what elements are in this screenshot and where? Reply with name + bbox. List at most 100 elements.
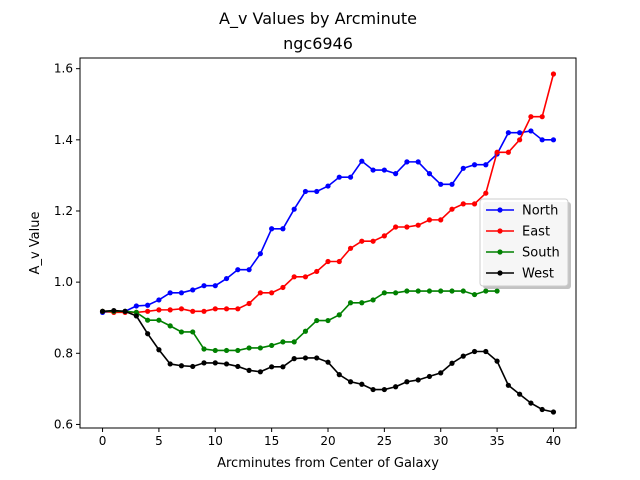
data-point-north bbox=[438, 181, 444, 187]
data-point-west bbox=[235, 363, 241, 370]
data-point-north bbox=[370, 167, 376, 173]
chart-subtitle: ngc6946 bbox=[283, 34, 353, 53]
data-point-north bbox=[449, 181, 455, 187]
data-point-north bbox=[359, 158, 365, 164]
data-point-south bbox=[291, 339, 297, 345]
data-point-east bbox=[302, 274, 309, 280]
data-point-south bbox=[483, 288, 489, 294]
y-tick-label: 1.6 bbox=[54, 62, 73, 76]
x-tick-label: 35 bbox=[489, 434, 504, 448]
data-point-east bbox=[257, 290, 263, 296]
data-point-north bbox=[550, 137, 557, 143]
data-point-north bbox=[426, 171, 433, 177]
data-point-north bbox=[505, 130, 511, 136]
series-east bbox=[99, 71, 557, 315]
data-point-north bbox=[404, 159, 410, 165]
data-point-west bbox=[99, 308, 106, 314]
data-point-north bbox=[167, 290, 173, 296]
data-point-west bbox=[528, 400, 534, 406]
data-point-east bbox=[415, 222, 421, 228]
chart-title: A_v Values by Arcminute bbox=[219, 9, 417, 29]
data-point-north bbox=[257, 251, 263, 257]
data-point-east bbox=[505, 149, 511, 155]
legend-label-south: South bbox=[522, 246, 560, 261]
y-axis-label: A_v Value bbox=[28, 212, 43, 275]
data-point-east bbox=[212, 306, 218, 312]
data-point-north bbox=[280, 226, 286, 232]
data-point-west bbox=[156, 347, 162, 353]
data-point-west bbox=[381, 386, 387, 393]
data-point-west bbox=[212, 360, 218, 366]
data-point-east bbox=[528, 114, 534, 120]
data-point-west bbox=[393, 384, 399, 390]
data-point-west bbox=[449, 360, 455, 366]
data-point-north bbox=[415, 159, 421, 165]
data-point-west bbox=[133, 313, 139, 319]
data-point-west bbox=[370, 386, 376, 393]
data-point-north bbox=[325, 183, 331, 189]
data-point-west bbox=[460, 353, 466, 359]
data-point-north bbox=[223, 275, 230, 282]
data-point-south bbox=[336, 312, 342, 318]
y-tick-label: 1.4 bbox=[54, 133, 73, 147]
y-tick-label: 0.8 bbox=[54, 346, 73, 360]
data-point-south bbox=[201, 346, 207, 352]
data-point-east bbox=[223, 306, 230, 312]
data-point-west bbox=[539, 406, 545, 413]
data-point-north bbox=[235, 267, 241, 273]
data-point-south bbox=[257, 345, 263, 351]
data-point-east bbox=[460, 201, 466, 207]
data-point-east bbox=[517, 137, 523, 143]
data-point-north bbox=[212, 283, 218, 289]
data-point-south bbox=[314, 317, 320, 324]
legend-marker-north bbox=[497, 207, 503, 213]
data-point-south bbox=[212, 347, 218, 354]
legend-label-north: North bbox=[522, 204, 558, 219]
data-point-south bbox=[415, 288, 421, 294]
data-point-west bbox=[505, 382, 511, 388]
data-point-south bbox=[494, 288, 500, 294]
data-point-north bbox=[190, 287, 196, 293]
data-point-south bbox=[302, 328, 309, 334]
y-tick-label: 1.0 bbox=[54, 275, 73, 289]
data-point-south bbox=[359, 300, 365, 306]
data-point-north bbox=[381, 167, 387, 173]
data-point-west bbox=[111, 307, 117, 314]
data-point-east bbox=[235, 306, 241, 312]
data-point-south bbox=[393, 290, 399, 296]
series-line-south bbox=[102, 290, 498, 352]
data-point-north bbox=[471, 162, 478, 168]
data-point-east bbox=[426, 217, 433, 223]
data-point-south bbox=[235, 347, 241, 354]
data-point-north bbox=[291, 206, 297, 212]
data-point-east bbox=[246, 300, 252, 307]
data-point-east bbox=[539, 114, 545, 120]
data-point-east bbox=[438, 217, 444, 223]
series-layer bbox=[99, 71, 557, 415]
data-point-east bbox=[145, 308, 151, 314]
data-point-south bbox=[449, 288, 455, 294]
data-point-north bbox=[314, 188, 320, 195]
data-point-south bbox=[370, 297, 376, 303]
data-point-east bbox=[359, 238, 365, 244]
data-point-east bbox=[381, 233, 387, 239]
data-point-east bbox=[201, 308, 207, 314]
data-point-north bbox=[517, 130, 523, 136]
data-point-east bbox=[291, 274, 297, 280]
data-point-south bbox=[269, 342, 275, 349]
data-point-east bbox=[449, 206, 455, 212]
data-point-west bbox=[550, 409, 557, 415]
data-point-west bbox=[302, 355, 309, 361]
x-tick-label: 15 bbox=[264, 434, 279, 448]
data-point-north bbox=[145, 302, 151, 308]
data-point-south bbox=[178, 329, 185, 335]
data-point-west bbox=[471, 348, 478, 355]
data-point-south bbox=[471, 291, 478, 298]
legend-label-west: West bbox=[522, 267, 554, 282]
series-north bbox=[99, 128, 557, 315]
data-point-south bbox=[223, 347, 230, 354]
legend-marker-south bbox=[497, 249, 503, 255]
y-tick-label: 0.6 bbox=[54, 417, 73, 431]
data-point-west bbox=[201, 360, 207, 366]
